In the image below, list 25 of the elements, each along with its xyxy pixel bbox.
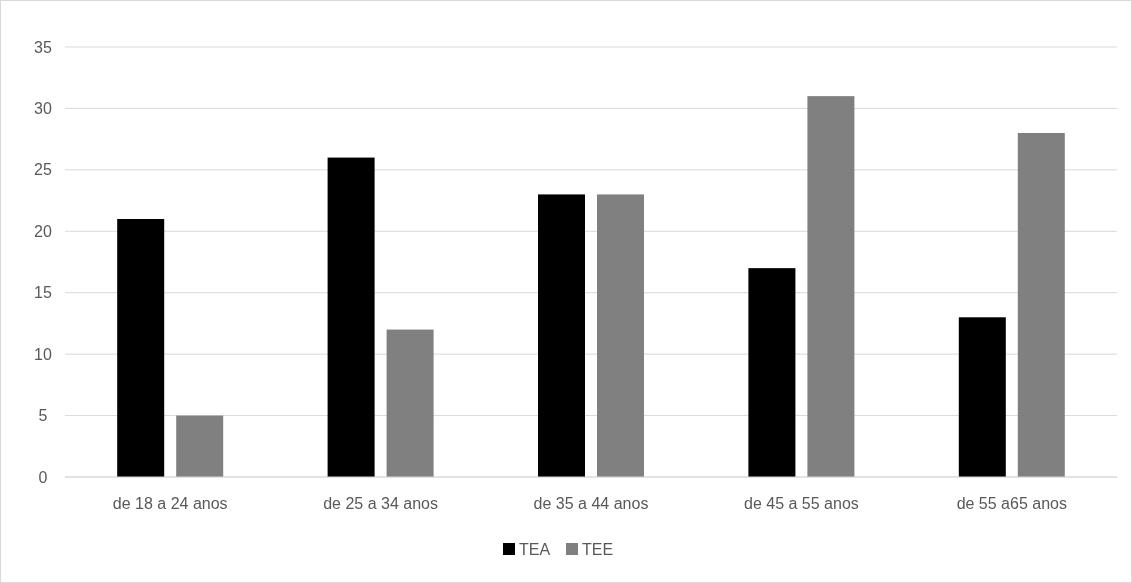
y-tick-label: 20 [34,222,52,240]
x-tick-label: de 55 a65 anos [956,495,1067,512]
bar [807,96,855,477]
y-tick-label: 10 [34,345,52,363]
y-tick-label: 5 [38,407,48,425]
y-tick-label: 0 [38,468,48,486]
bar [327,157,375,477]
y-tick-label: 25 [34,161,52,179]
x-tick-label: de 18 a 24 anos [112,495,228,512]
bar [538,194,585,477]
bar [748,268,796,477]
bar [386,329,434,477]
bar [176,415,224,477]
bar [117,219,165,477]
legend-label: TEA [519,540,551,558]
bar [958,317,1006,477]
x-tick-label: de 45 a 55 anos [744,495,859,512]
bar [1017,133,1065,477]
y-tick-label: 35 [34,38,52,56]
bar [597,194,644,477]
x-tick-label: de 35 a 44 anos [533,495,649,512]
y-tick-label: 15 [34,284,52,302]
legend-label: TEE [582,540,614,558]
y-tick-label: 30 [34,100,52,118]
x-tick-label: de 25 a 34 anos [323,495,438,512]
